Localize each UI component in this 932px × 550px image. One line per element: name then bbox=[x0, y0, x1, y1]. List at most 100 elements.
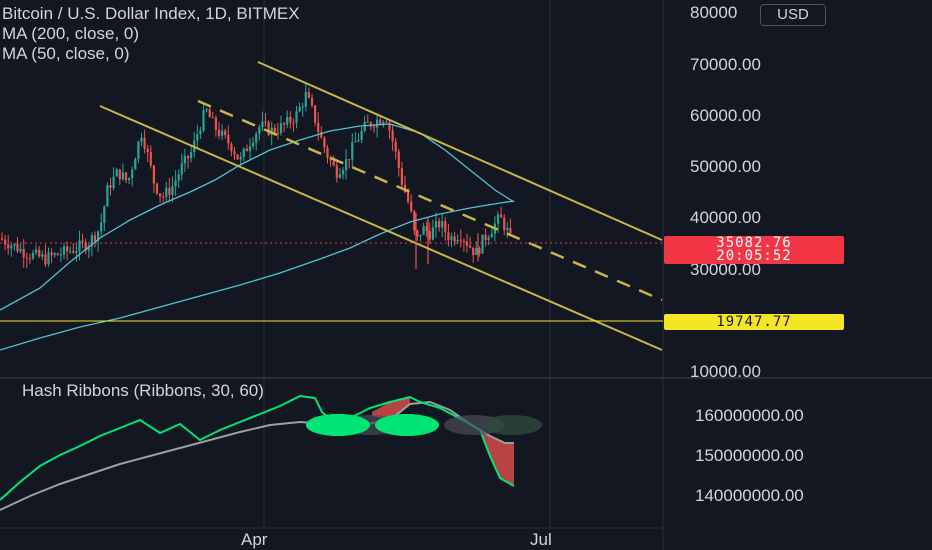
candle-body bbox=[84, 242, 87, 251]
candle-body bbox=[391, 130, 394, 142]
candle-body bbox=[106, 185, 109, 207]
candle-body bbox=[31, 252, 35, 259]
candle-body bbox=[146, 148, 149, 153]
candle-body bbox=[183, 155, 186, 164]
candle-body bbox=[124, 172, 128, 181]
hash-ribbons-indicator bbox=[0, 394, 542, 511]
candle-body bbox=[56, 253, 59, 256]
candle-body bbox=[186, 155, 190, 159]
hash-buy-signal-marker bbox=[306, 414, 370, 436]
candle-body bbox=[425, 226, 428, 232]
ma200-legend[interactable]: MA (200, close, 0) bbox=[2, 24, 140, 43]
ma50-legend[interactable]: MA (50, close, 0) bbox=[2, 44, 130, 63]
candle-body bbox=[363, 121, 366, 131]
candle-body bbox=[7, 244, 10, 249]
candle-body bbox=[35, 249, 38, 253]
candle-body bbox=[422, 226, 425, 235]
ma50-line bbox=[0, 123, 515, 311]
candle-body bbox=[382, 121, 385, 125]
candle-body bbox=[47, 252, 50, 265]
candle-body bbox=[261, 121, 264, 128]
candle-body bbox=[121, 172, 124, 180]
time-tick: Jul bbox=[530, 530, 552, 549]
price-tick: 70000.00 bbox=[690, 55, 761, 74]
candle-body bbox=[419, 234, 422, 237]
current-price-value: 35082.76 bbox=[716, 235, 792, 251]
candle-body bbox=[118, 169, 121, 180]
candle-body bbox=[81, 240, 84, 243]
candle-body bbox=[100, 222, 103, 232]
support-price-value: 19747.77 bbox=[716, 314, 792, 330]
candle-body bbox=[394, 141, 397, 152]
candle-body bbox=[162, 196, 165, 198]
candle-body bbox=[190, 152, 193, 159]
candle-body bbox=[97, 231, 100, 242]
candle-body bbox=[128, 178, 131, 181]
candle-body bbox=[165, 187, 168, 198]
candle-body bbox=[441, 220, 444, 228]
hash-ribbons-legend[interactable]: Hash Ribbons (Ribbons, 30, 60) bbox=[22, 381, 264, 400]
candle-body bbox=[221, 130, 224, 136]
candle-body bbox=[103, 206, 106, 223]
hash-signal-marker-faded bbox=[482, 415, 542, 435]
candle-body bbox=[447, 232, 450, 241]
price-tick: 80000 bbox=[690, 3, 737, 22]
candle-body bbox=[292, 122, 295, 124]
candle-body bbox=[233, 151, 236, 155]
candle-body bbox=[465, 241, 469, 246]
candle-body bbox=[490, 233, 493, 238]
candle-body bbox=[314, 105, 317, 123]
candle-body bbox=[159, 193, 162, 197]
hash-buy-signal-marker bbox=[375, 414, 439, 436]
candle-body bbox=[400, 168, 403, 185]
candle-body bbox=[28, 258, 31, 260]
candle-body bbox=[245, 148, 248, 152]
candle-body bbox=[376, 119, 379, 128]
candle-body bbox=[109, 185, 112, 188]
candle-body bbox=[317, 122, 320, 132]
chart-title[interactable]: Bitcoin / U.S. Dollar Index, 1D, BITMEX bbox=[2, 4, 300, 23]
candle-body bbox=[205, 109, 208, 111]
candle-body bbox=[75, 251, 78, 253]
candle-body bbox=[289, 116, 292, 123]
candle-body bbox=[434, 220, 438, 228]
candle-body bbox=[227, 134, 230, 144]
hash-slow-line bbox=[0, 400, 514, 511]
time-tick: Apr bbox=[241, 530, 268, 549]
candle-body bbox=[134, 158, 137, 170]
candle-body bbox=[310, 97, 314, 106]
candle-body bbox=[264, 121, 267, 123]
candle-body bbox=[372, 126, 376, 128]
candle-body bbox=[407, 192, 410, 202]
currency-button[interactable]: USD bbox=[760, 4, 826, 26]
candle-body bbox=[10, 245, 13, 249]
candle-body bbox=[307, 92, 310, 98]
channel-mid-dashed-line bbox=[197, 99, 663, 302]
candle-body bbox=[4, 239, 7, 245]
candle-body bbox=[174, 180, 177, 187]
candle-body bbox=[453, 236, 456, 242]
support-price-tag: 19747.77 bbox=[664, 314, 844, 330]
candle-body bbox=[298, 106, 301, 112]
candle-body bbox=[224, 130, 227, 135]
candle-body bbox=[385, 121, 388, 123]
candle-body bbox=[239, 156, 242, 160]
candle-body bbox=[338, 174, 341, 178]
candle-body bbox=[214, 117, 217, 130]
candle-body bbox=[90, 235, 93, 247]
candlestick-series bbox=[0, 82, 512, 270]
candle-body bbox=[155, 183, 159, 194]
candle-body bbox=[41, 254, 44, 257]
candle-body bbox=[388, 122, 391, 131]
candle-body bbox=[397, 151, 400, 169]
candle-body bbox=[273, 127, 276, 133]
candle-body bbox=[16, 244, 19, 252]
candle-body bbox=[62, 246, 66, 255]
candle-body bbox=[53, 253, 56, 256]
candle-body bbox=[484, 234, 487, 240]
candle-body bbox=[202, 110, 205, 131]
candle-body bbox=[276, 132, 279, 134]
candle-body bbox=[59, 254, 62, 256]
candle-body bbox=[196, 134, 199, 141]
